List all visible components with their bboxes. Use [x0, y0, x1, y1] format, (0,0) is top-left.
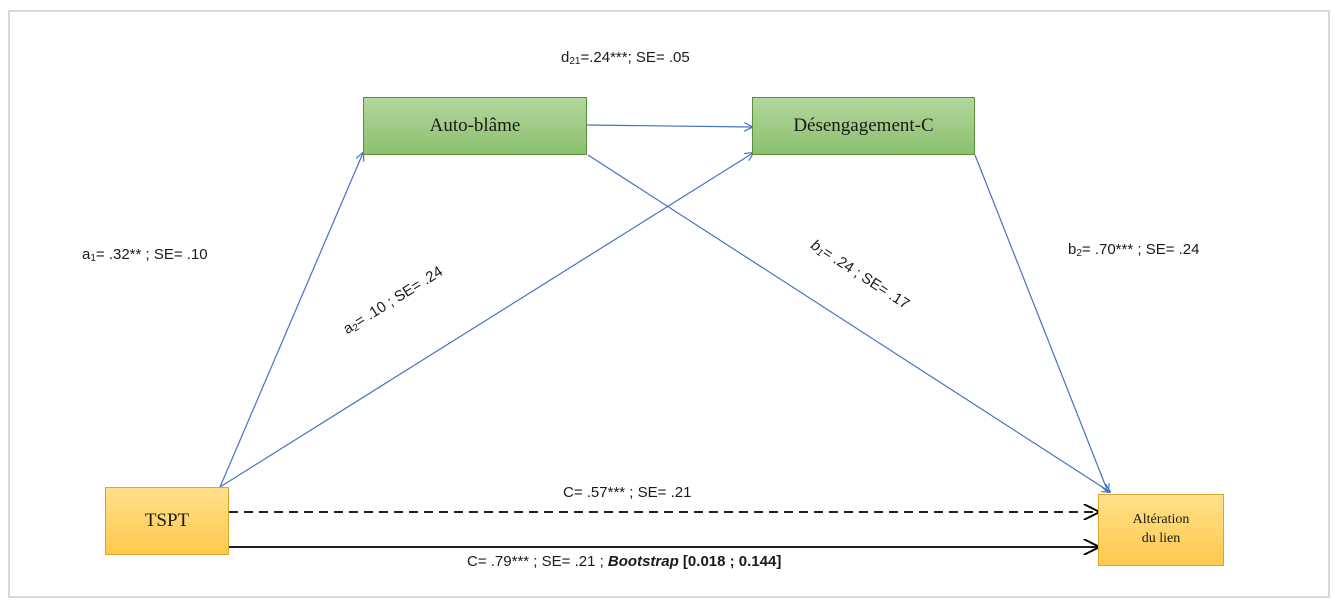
label-c-solid-bootstrap: Bootstrap: [607, 553, 679, 570]
label-d21: d21=.24***; SE= .05: [561, 49, 690, 67]
label-c-dashed: C= .57*** ; SE= .21: [563, 484, 692, 501]
label-d21-symbol: d: [561, 49, 570, 66]
arrow-b2: [974, 154, 1108, 492]
node-desengagement-label: Désengagement-C: [793, 115, 934, 136]
arrow-a1: [219, 153, 363, 488]
node-alteration-line2: du lien: [1141, 531, 1181, 546]
label-b2-text: = .70*** ; SE= .24: [1081, 241, 1200, 258]
label-d21-sub: 21: [569, 56, 581, 67]
arrow-d21: [586, 125, 752, 127]
label-c-solid: C= .79*** ; SE= .21 ; Bootstrap [0.018 ;…: [467, 553, 781, 570]
node-tspt: TSPT: [105, 487, 229, 555]
arrow-a2: [219, 153, 753, 488]
label-a1-text: = .32** ; SE= .10: [95, 246, 208, 263]
arrow-b1: [587, 154, 1110, 492]
node-alteration: Altération du lien: [1098, 494, 1224, 566]
label-d21-text: =.24***; SE= .05: [580, 49, 690, 66]
label-a1-sub: 1: [90, 253, 96, 264]
node-alteration-line1: Altération: [1132, 512, 1190, 528]
node-desengagement: Désengagement-C: [752, 97, 975, 155]
node-tspt-label: TSPT: [144, 510, 190, 531]
label-b2-symbol: b: [1068, 241, 1077, 258]
node-auto-blame: Auto-blâme: [363, 97, 587, 155]
label-a1-symbol: a: [82, 246, 91, 263]
label-b2: b2= .70*** ; SE= .24: [1068, 241, 1200, 259]
label-b2-sub: 2: [1076, 248, 1082, 259]
label-c-solid-prefix: C= .79*** ; SE= .21 ;: [467, 553, 608, 570]
label-c-solid-ci: [0.018 ; 0.144]: [678, 553, 782, 570]
node-auto-blame-label: Auto-blâme: [429, 115, 521, 136]
label-a1: a1= .32** ; SE= .10: [82, 246, 208, 264]
